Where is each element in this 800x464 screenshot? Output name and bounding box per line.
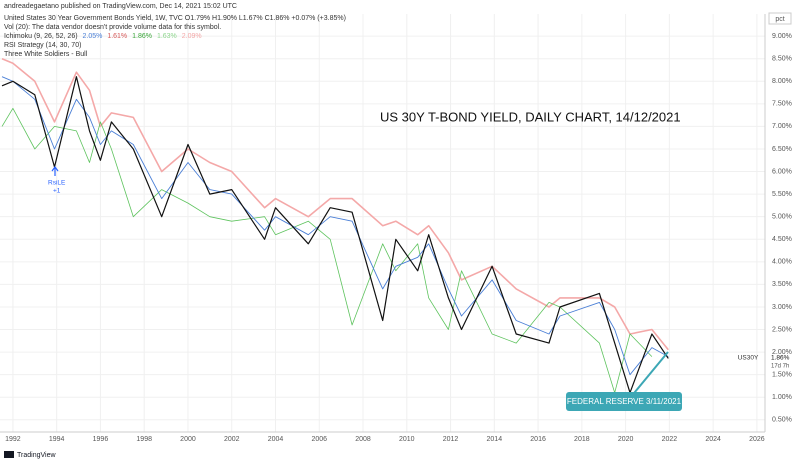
axis-unit: pct [775, 16, 784, 23]
y-tick-label: 5.50% [772, 191, 792, 198]
x-tick-label: 2014 [487, 436, 503, 443]
x-tick-label: 2026 [749, 436, 765, 443]
legend-line: United States 30 Year Government Bonds Y… [4, 15, 346, 22]
symbol-label: US30Y [738, 355, 759, 362]
y-tick-label: 6.50% [772, 146, 792, 153]
y-tick-label: 1.00% [772, 394, 792, 401]
x-tick-label: 2008 [355, 436, 371, 443]
legend-line: Three White Soldiers - Bull [4, 51, 88, 58]
series-line [1, 57, 669, 351]
unit-box [768, 12, 792, 25]
y-tick-label: 4.00% [772, 259, 792, 266]
x-tick-label: 2010 [399, 436, 415, 443]
x-tick-label: 2024 [705, 436, 721, 443]
footer: TradingView [17, 452, 56, 459]
x-tick-label: 1994 [49, 436, 65, 443]
legend-line: RSI Strategy (14, 30, 70) [4, 42, 81, 49]
x-tick-label: 2012 [443, 436, 459, 443]
annotation-box [566, 392, 682, 411]
series-line [1, 76, 669, 376]
legend-line: Vol (20): The data vendor doesn't provid… [4, 24, 221, 31]
x-tick-label: 2004 [268, 436, 284, 443]
ichimoku-value: 1.86% [132, 33, 152, 40]
y-tick-label: 8.50% [772, 56, 792, 63]
y-tick-label: 4.50% [772, 236, 792, 243]
y-tick-label: 1.50% [772, 372, 792, 379]
legend-line: Ichimoku (9, 26, 52, 26) 2.05% 1.61% 1.8… [4, 33, 202, 40]
x-tick-label: 2022 [662, 436, 678, 443]
y-tick-label: 6.00% [772, 168, 792, 175]
annotation: FEDERAL RESERVE 3/11/2021 [567, 397, 682, 406]
ichimoku-value: 2.09% [182, 33, 202, 40]
x-tick-label: 2006 [311, 436, 327, 443]
y-tick-label: 7.00% [772, 123, 792, 130]
annotation-arrow [629, 351, 669, 399]
x-tick-label: 2018 [574, 436, 590, 443]
countdown: 17d 7h [771, 364, 789, 370]
last-value: 1.86% [771, 355, 790, 362]
signal-sub: +1 [53, 188, 61, 195]
y-tick-label: 3.50% [772, 281, 792, 288]
y-tick-label: 3.00% [772, 304, 792, 311]
series-line [1, 76, 669, 394]
y-tick-label: 0.50% [772, 417, 792, 424]
ichimoku-value: 1.61% [107, 33, 127, 40]
x-tick-label: 2020 [618, 436, 634, 443]
signal-label: RsiLE [48, 180, 66, 187]
ichimoku-value: 2.05% [83, 33, 103, 40]
y-tick-label: 7.50% [772, 101, 792, 108]
grid [0, 14, 765, 432]
x-tick-label: 1996 [93, 436, 109, 443]
chart-title: US 30Y T-BOND YIELD, DAILY CHART, 14/12/… [380, 109, 681, 124]
x-tick-label: 2016 [530, 436, 546, 443]
x-tick-label: 1998 [136, 436, 152, 443]
plot-area [1, 57, 669, 394]
x-tick-label: 2000 [180, 436, 196, 443]
ichimoku-value: 1.63% [157, 33, 177, 40]
y-tick-label: 5.00% [772, 214, 792, 221]
signal-arrow [51, 166, 59, 176]
ichimoku-label: Ichimoku (9, 26, 52, 26) [4, 33, 78, 40]
logo [4, 451, 14, 458]
x-tick-label: 2002 [224, 436, 240, 443]
price-box [766, 353, 796, 363]
y-tick-label: 2.00% [772, 349, 792, 356]
x-tick-label: 1992 [5, 436, 21, 443]
series-line [1, 107, 653, 394]
y-tick-label: 2.50% [772, 326, 792, 333]
y-tick-label: 9.00% [772, 33, 792, 40]
y-tick-label: 8.00% [772, 78, 792, 85]
publisher: andreadegaetano published on TradingView… [4, 3, 237, 10]
